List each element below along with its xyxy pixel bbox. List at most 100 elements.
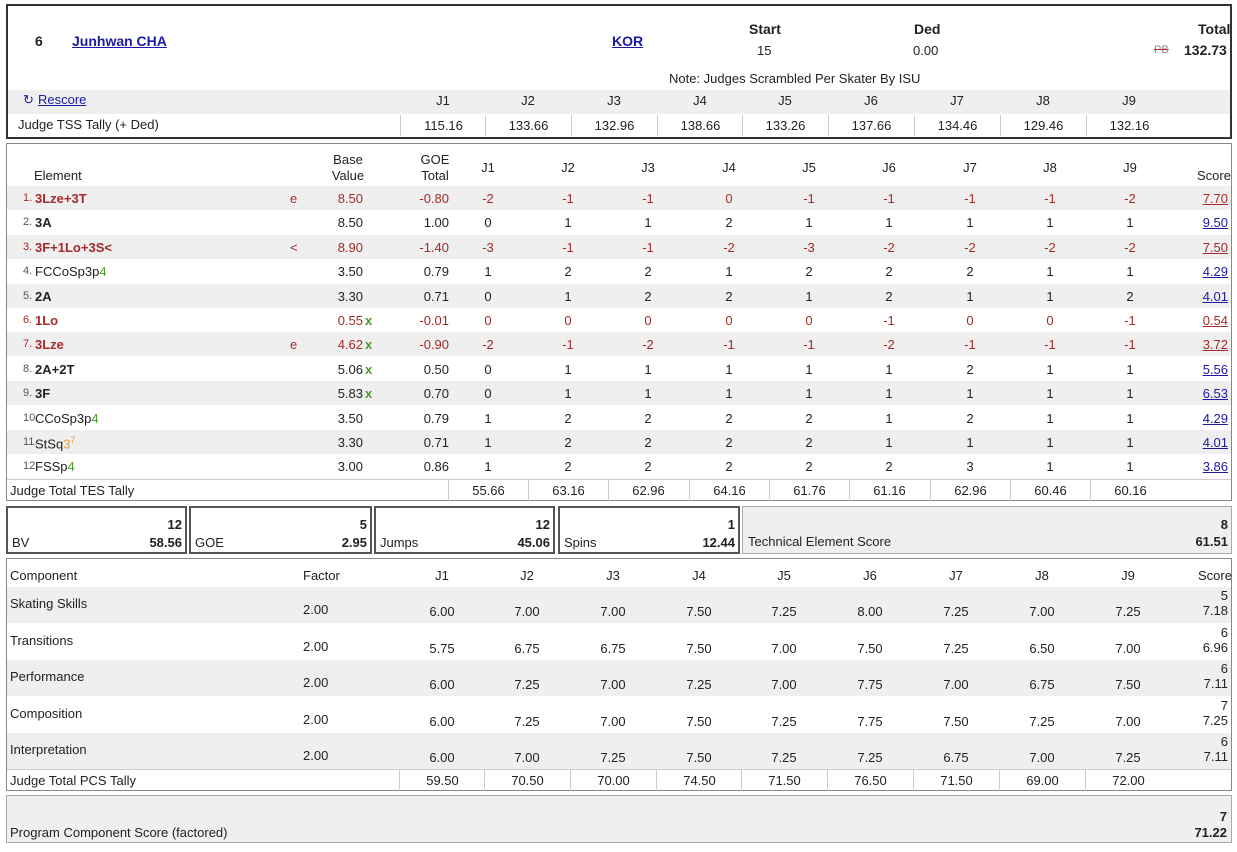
element-row: 10. CCoSp3p4 3.50 0.79 1 2 2 2 2 1 2 1 1 4.29 — [7, 406, 1231, 430]
judge-goe-j3: 1 — [644, 215, 652, 231]
element-score-link[interactable]: 4.01 — [1202, 288, 1228, 304]
element-score-link[interactable]: 3.72 — [1202, 337, 1228, 353]
element-score-link[interactable]: 7.70 — [1202, 191, 1228, 206]
skater-name-link[interactable]: Junhwan CHA — [72, 33, 167, 49]
element-number: 8. — [23, 362, 33, 375]
component-rank: 6 — [1220, 734, 1228, 750]
summary-jumps: 12 Jumps 45.06 — [374, 506, 555, 554]
component-judge-header-j3: J3 — [606, 568, 620, 583]
element-name: 3Lze — [35, 337, 64, 352]
start-value: 15 — [757, 43, 772, 58]
element-row: 11. StSq37 3.30 0.71 1 2 2 2 2 1 1 1 1 4.01 — [7, 430, 1231, 454]
component-judge-j8: 6.50 — [1029, 640, 1055, 656]
judge-goe-j9: 1 — [1126, 215, 1134, 231]
judge-goe-j9: -1 — [1124, 313, 1136, 328]
component-judge-j9: 7.00 — [1115, 713, 1141, 729]
element-code: FSSp — [35, 459, 68, 475]
judge-goe-j7: 1 — [966, 386, 974, 402]
component-judge-j2: 7.00 — [514, 750, 540, 766]
judge-goe-j6: 1 — [885, 361, 893, 377]
pb-mark: PB — [1154, 44, 1169, 56]
tss-value-j8: 129.46 — [1000, 115, 1086, 136]
element-score-link[interactable]: 7.50 — [1202, 239, 1228, 255]
component-factor: 2.00 — [303, 675, 329, 691]
tss-value-j1: 115.16 — [400, 115, 486, 136]
judge-goe-j7: 3 — [966, 459, 974, 475]
judge-goe-j8: 0 — [1046, 313, 1054, 328]
element-name: CCoSp3p4 — [35, 411, 99, 426]
component-judge-header-j9: J9 — [1121, 568, 1135, 583]
judge-goe-j3: 2 — [644, 264, 652, 280]
rescore-link[interactable]: Rescore — [38, 92, 87, 107]
nation-link[interactable]: KOR — [612, 33, 644, 49]
component-judge-header-j1: J1 — [435, 568, 449, 583]
element-score-link[interactable]: 4.01 — [1202, 435, 1228, 450]
judge-goe-j4: 2 — [725, 288, 733, 304]
judge-goe-j3: 2 — [644, 288, 652, 304]
base-value: 4.62 — [337, 337, 363, 353]
element-number: 2. — [23, 216, 33, 229]
judge-goe-j4: -2 — [723, 239, 735, 255]
judges-header-row — [8, 90, 1230, 114]
element-info-flag: e — [290, 191, 298, 206]
judge-goe-j5: -1 — [803, 191, 815, 206]
component-judge-j6: 8.00 — [857, 604, 883, 619]
summary-tes: 8 Technical Element Score 61.51 — [742, 506, 1232, 554]
goe-header-1: GOE — [420, 152, 450, 167]
component-judge-j9: 7.50 — [1115, 677, 1141, 693]
component-factor: 2.00 — [303, 748, 329, 764]
goe-total: -0.80 — [419, 191, 449, 206]
element-header: Element — [34, 168, 82, 183]
component-rank: 6 — [1220, 661, 1228, 677]
pcs-tally: Judge Total PCS Tally 59.50 70.50 70.00 74.5… — [7, 769, 1231, 791]
judge-header-j8: J8 — [1036, 93, 1050, 108]
judge-goe-j6: 1 — [885, 435, 893, 450]
element-score-link[interactable]: 4.29 — [1202, 410, 1228, 426]
tes-tally-label: Judge Total TES Tally — [10, 483, 135, 498]
element-score-link[interactable]: 6.53 — [1202, 386, 1228, 402]
goe-value: 2.95 — [341, 535, 367, 550]
goe-total: 0.71 — [423, 435, 449, 450]
element-score-link[interactable]: 9.50 — [1202, 215, 1228, 231]
tss-label: Judge TSS Tally (+ Ded) — [18, 117, 159, 132]
goe-rank: 5 — [359, 517, 367, 532]
base-value: 3.30 — [337, 435, 363, 450]
component-judge-header-j7: J7 — [949, 568, 963, 583]
element-score-link[interactable]: 3.86 — [1202, 459, 1228, 475]
component-factor: 2.00 — [303, 711, 329, 727]
judge-goe-j2: -1 — [562, 191, 574, 206]
rank: 6 — [35, 33, 43, 49]
goe-total: -1.40 — [419, 239, 449, 255]
judge-header-j2: J2 — [521, 93, 535, 108]
element-code: 3Lze — [35, 337, 64, 353]
goe-header-2: Total — [421, 168, 449, 183]
judge-goe-j4: 2 — [725, 459, 733, 475]
element-number: 3. — [23, 240, 33, 253]
component-name: Skating Skills — [10, 596, 88, 611]
element-row: 4. FCCoSp3p4 3.50 0.79 1 2 2 1 2 2 2 1 1 4.29 — [7, 259, 1231, 283]
element-score-link[interactable]: 5.56 — [1202, 361, 1228, 377]
rescore-icon[interactable]: ↻ — [23, 92, 34, 107]
tes-tally-j3: 62.96 — [608, 480, 688, 501]
component-judge-j8: 6.75 — [1029, 677, 1055, 693]
judge-header-j3: J3 — [607, 93, 621, 108]
judge-goe-j8: 1 — [1046, 288, 1054, 304]
element-level-sup: 7 — [70, 435, 76, 445]
judge-goe-j1: 0 — [484, 313, 492, 328]
judge-goe-j8: -2 — [1044, 239, 1056, 255]
component-judge-header-j4: J4 — [692, 568, 706, 583]
element-code: FCCoSp3p — [35, 264, 100, 280]
element-name: 2A — [35, 289, 52, 304]
element-score-link[interactable]: 4.29 — [1202, 264, 1228, 280]
component-judge-j8: 7.25 — [1029, 713, 1055, 729]
element-score-link[interactable]: 0.54 — [1202, 313, 1228, 328]
element-number: 12. — [23, 460, 39, 473]
pcs-tally-j6: 76.50 — [827, 770, 913, 791]
component-judge-j7: 7.50 — [943, 713, 969, 729]
tes-tally-j6: 61.16 — [849, 480, 929, 501]
component-judge-j5: 7.25 — [771, 750, 797, 766]
judge-goe-j6: 1 — [885, 386, 893, 402]
component-judge-j1: 6.00 — [429, 750, 455, 766]
component-name: Performance — [10, 669, 85, 685]
base-value: 3.50 — [337, 264, 363, 280]
